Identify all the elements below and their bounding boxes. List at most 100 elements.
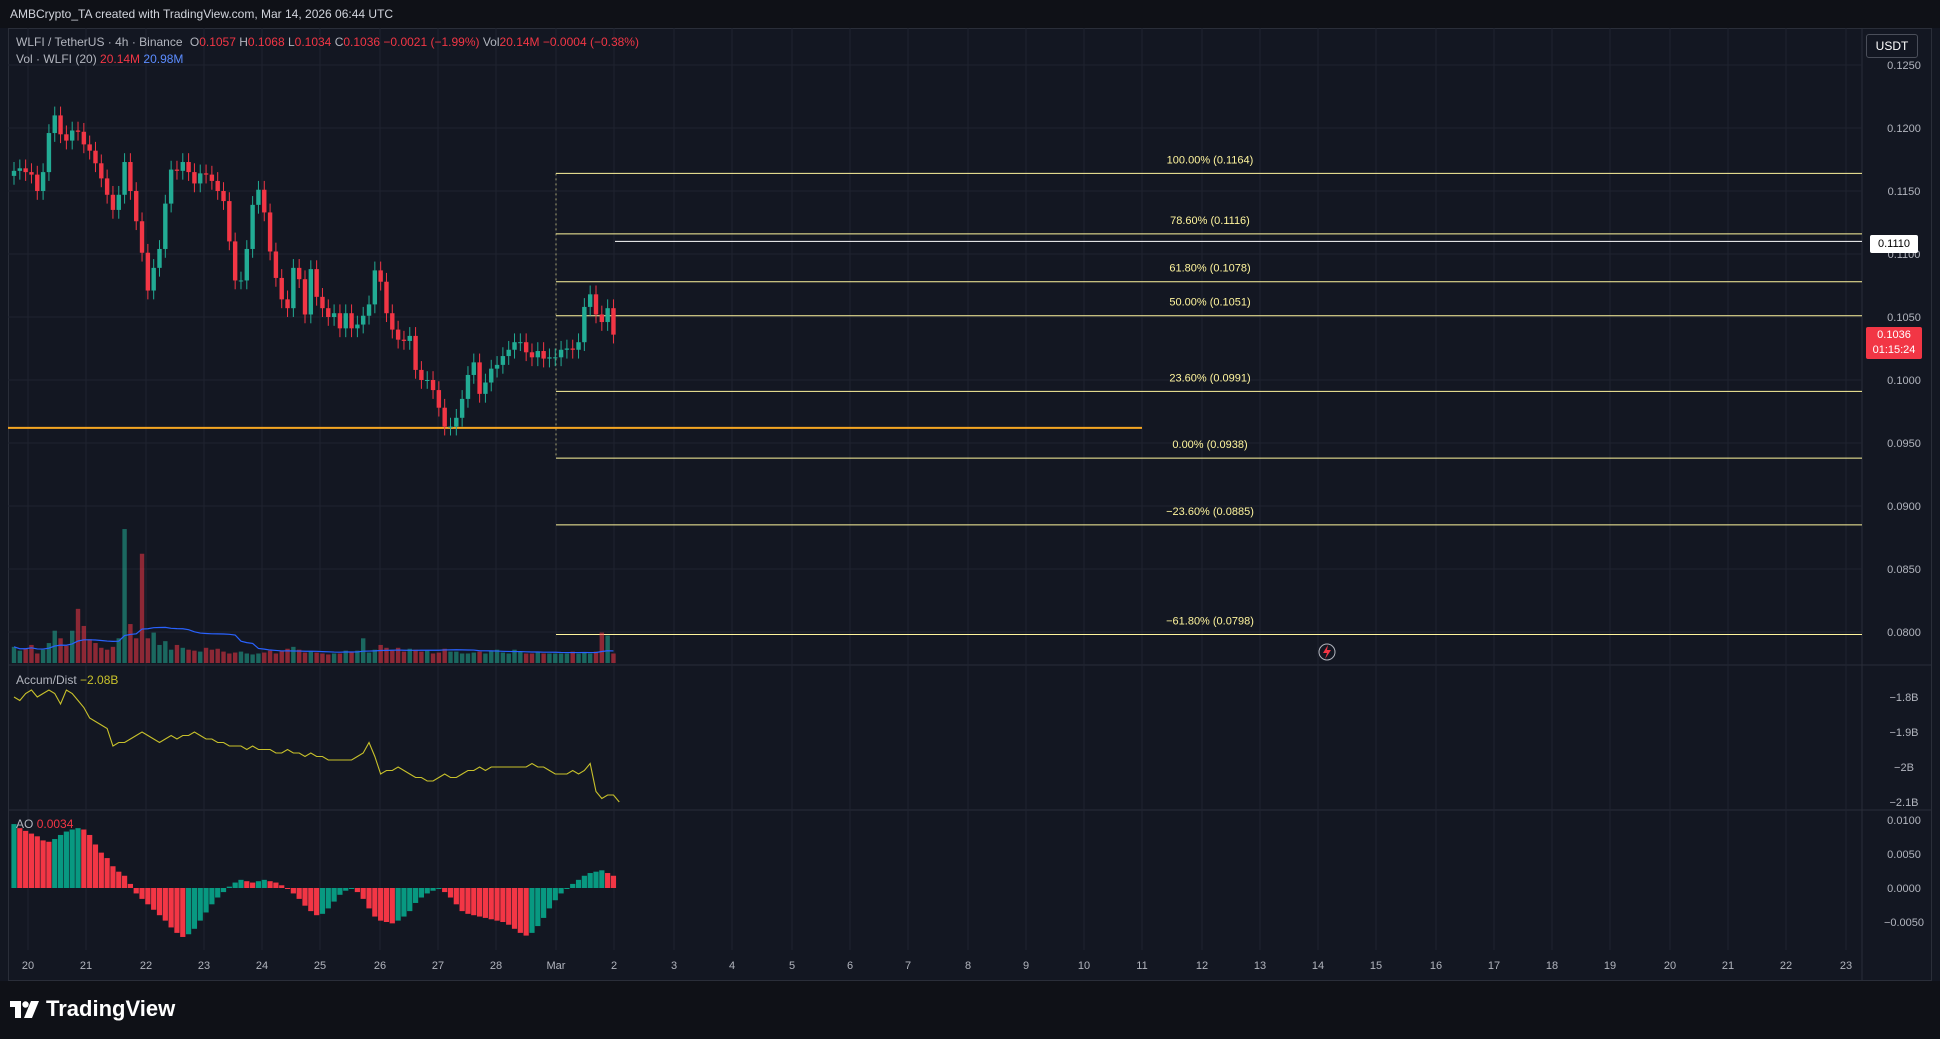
volume-bar (337, 653, 343, 663)
bar-countdown: 01:15:24 (1872, 344, 1916, 356)
time-axis-label: 19 (1604, 960, 1616, 972)
volume-bar (489, 650, 494, 663)
candle-body (87, 144, 92, 151)
volume-bar (599, 632, 605, 663)
ao-bar (46, 841, 52, 888)
volume-bar (116, 638, 121, 663)
volume-bar (494, 649, 500, 663)
price-tick-label: 0.1250 (1887, 60, 1921, 72)
candle-body (110, 194, 116, 210)
ao-bar (238, 879, 244, 888)
volume-bar (198, 651, 203, 663)
volume-bar (523, 653, 529, 663)
open-value: 0.1057 (199, 35, 236, 49)
ao-bar (28, 833, 35, 888)
accum-label[interactable]: Accum/Dist (16, 673, 77, 687)
ao-bar (250, 882, 256, 888)
ao-bar (203, 888, 209, 913)
volume-bar (70, 630, 75, 663)
volume-bar (279, 650, 284, 663)
price-tick-label: 0.0850 (1887, 564, 1921, 576)
ao-bar (506, 888, 512, 925)
volume-bar (58, 638, 63, 663)
candle-body (419, 369, 424, 380)
time-axis-label: 20 (1664, 960, 1676, 972)
ao-bar (52, 839, 58, 888)
candle-body (384, 281, 389, 314)
ao-bar (436, 888, 442, 889)
time-axis-label: 12 (1196, 960, 1208, 972)
candle-body (425, 380, 430, 381)
volume-bar (506, 653, 511, 663)
candle-body (116, 194, 121, 210)
volume-legend: Vol · WLFI (20) 20.14M 20.98M (16, 52, 183, 66)
candle-body (17, 168, 23, 171)
chart-frame[interactable] (8, 28, 1932, 981)
time-axis-label: 7 (905, 960, 911, 972)
volume-bar (308, 651, 314, 663)
price-tick-label: 0.0900 (1887, 501, 1921, 513)
ao-bar (529, 888, 535, 933)
candle-body (349, 313, 354, 329)
volume-bar (244, 653, 249, 663)
ao-bar (482, 888, 489, 918)
time-axis-label: 21 (1722, 960, 1734, 972)
volume-bar (564, 653, 570, 663)
currency-button[interactable]: USDT (1866, 34, 1918, 58)
candle-body (198, 173, 203, 184)
volume-bar (35, 653, 40, 663)
tradingview-logo[interactable]: TradingView (10, 996, 175, 1022)
ao-tick-label: −0.0050 (1884, 917, 1924, 929)
ao-bar (593, 871, 599, 888)
ao-bar (575, 879, 582, 888)
chart-canvas[interactable]: 0.12500.12000.11500.11000.10500.10000.09… (0, 0, 1940, 981)
ao-bar (98, 852, 104, 888)
time-axis-label: 22 (1780, 960, 1792, 972)
volume-bar (331, 653, 337, 663)
ao-bar (401, 888, 407, 917)
volume-bar (256, 653, 261, 663)
ao-bar (552, 888, 558, 901)
volume-bar (215, 648, 220, 663)
volume-bar (529, 653, 535, 663)
candle-body (331, 313, 337, 317)
volume-bar (262, 652, 267, 663)
candle-body (442, 407, 447, 427)
ao-bar (133, 888, 139, 894)
candle-body (250, 204, 255, 249)
low-label: L (287, 35, 295, 49)
vol-change-value: −0.0004 (−0.38%) (542, 35, 639, 49)
candle-body (221, 191, 226, 202)
fib-level-label: 50.00% (0.1051) (1169, 297, 1250, 309)
volume-bar (576, 653, 581, 663)
ao-bar (209, 888, 215, 905)
ao-bar (348, 888, 355, 889)
ao-bar (308, 888, 314, 912)
ao-bar (273, 882, 279, 888)
candle-body (209, 174, 215, 181)
time-axis-label: 25 (314, 960, 326, 972)
ao-label[interactable]: AO (16, 817, 34, 831)
time-axis-label: 13 (1254, 960, 1266, 972)
candle-body (500, 356, 506, 365)
volume-bar (459, 653, 465, 663)
ao-bar (226, 886, 232, 888)
candle-body (227, 201, 232, 242)
ao-bar (488, 888, 494, 920)
volume-bar (227, 653, 232, 663)
volume-bar (605, 635, 610, 663)
ao-bar (81, 829, 87, 888)
volume-indicator-label[interactable]: Vol · WLFI (20) (16, 52, 97, 66)
ao-bar (215, 888, 221, 898)
volume-bar (267, 650, 273, 663)
ao-tick-label: 0.0000 (1887, 883, 1921, 895)
lightning-icon (1323, 645, 1331, 659)
ao-bar (558, 888, 564, 894)
volume-bar (52, 630, 57, 663)
symbol-label[interactable]: WLFI / TetherUS · 4h · Binance (16, 35, 183, 49)
ao-bar (63, 831, 69, 888)
candle-body (192, 172, 197, 184)
candle-body (40, 172, 46, 191)
candle-body (361, 315, 366, 325)
candle-body (244, 248, 249, 281)
